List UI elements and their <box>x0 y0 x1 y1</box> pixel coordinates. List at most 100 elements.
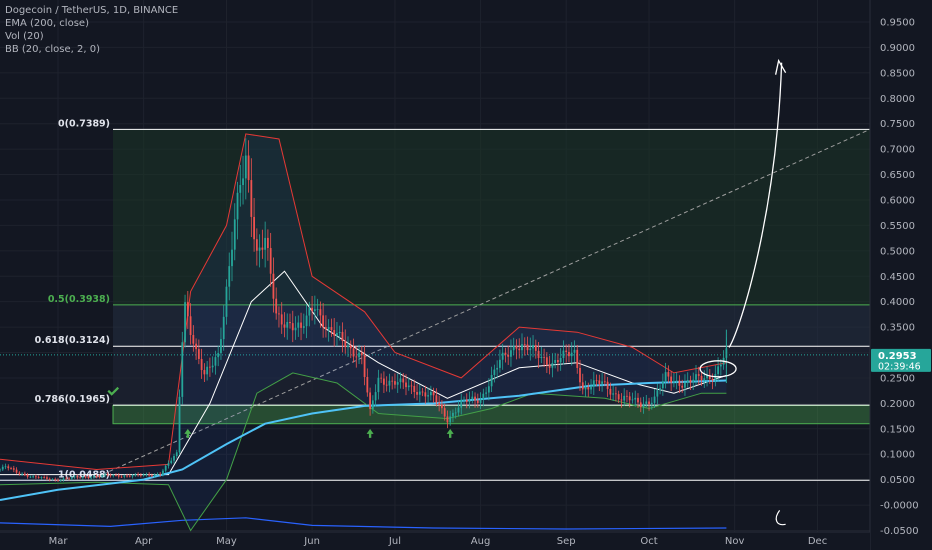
candle[interactable] <box>325 327 327 330</box>
candle[interactable] <box>565 350 568 352</box>
candle[interactable] <box>416 391 418 395</box>
candle[interactable] <box>311 307 313 311</box>
candle[interactable] <box>126 475 128 477</box>
candle[interactable] <box>474 396 476 401</box>
candle[interactable] <box>305 315 308 327</box>
candle[interactable] <box>418 391 421 395</box>
candle[interactable] <box>407 385 410 388</box>
candle[interactable] <box>231 249 233 267</box>
candle[interactable] <box>90 477 93 479</box>
candle[interactable] <box>490 374 493 387</box>
candle[interactable] <box>507 354 510 357</box>
candle[interactable] <box>639 402 642 407</box>
candle[interactable] <box>76 476 79 478</box>
candle[interactable] <box>93 476 95 478</box>
candle[interactable] <box>446 416 449 423</box>
candle[interactable] <box>521 344 523 351</box>
candle[interactable] <box>70 477 73 479</box>
candle[interactable] <box>700 375 703 381</box>
candle[interactable] <box>360 352 363 356</box>
candle[interactable] <box>468 399 471 402</box>
candle[interactable] <box>358 352 360 358</box>
candle[interactable] <box>32 476 35 478</box>
candle[interactable] <box>532 345 534 349</box>
candle[interactable] <box>112 474 115 476</box>
candle[interactable] <box>217 353 220 358</box>
candle[interactable] <box>316 309 319 311</box>
candle[interactable] <box>344 340 347 348</box>
candle[interactable] <box>681 385 684 388</box>
candle[interactable] <box>385 384 388 386</box>
candle[interactable] <box>645 401 648 404</box>
candle[interactable] <box>675 380 678 382</box>
candle[interactable] <box>653 396 656 403</box>
time-axis[interactable]: Mar Apr May Jun Jul Aug Sep Oct Nov Dec <box>0 531 870 550</box>
candle[interactable] <box>164 465 167 471</box>
candle[interactable] <box>286 322 289 328</box>
candle[interactable] <box>29 476 32 478</box>
candle[interactable] <box>46 477 48 479</box>
candle[interactable] <box>590 386 592 390</box>
candle[interactable] <box>242 178 244 186</box>
candle[interactable] <box>601 381 603 384</box>
candle[interactable] <box>225 286 228 317</box>
candle[interactable] <box>250 180 253 217</box>
candle[interactable] <box>51 479 54 481</box>
candle[interactable] <box>374 392 377 401</box>
candle[interactable] <box>579 367 581 383</box>
candle[interactable] <box>650 402 653 404</box>
candle[interactable] <box>449 416 452 423</box>
candle[interactable] <box>573 349 576 353</box>
candle[interactable] <box>394 381 396 385</box>
candle[interactable] <box>87 476 90 479</box>
candle[interactable] <box>615 393 617 395</box>
candle[interactable] <box>562 350 565 358</box>
candle[interactable] <box>366 376 369 393</box>
candle[interactable] <box>410 385 413 387</box>
candle[interactable] <box>504 352 507 355</box>
candle[interactable] <box>352 348 355 357</box>
candle[interactable] <box>35 476 37 478</box>
candle[interactable] <box>220 339 222 354</box>
candle[interactable] <box>399 378 402 383</box>
candle[interactable] <box>170 460 173 464</box>
candle[interactable] <box>383 378 385 385</box>
candle[interactable] <box>21 473 23 475</box>
candle[interactable] <box>153 474 156 476</box>
candle[interactable] <box>10 468 12 469</box>
candle[interactable] <box>347 345 349 348</box>
candle[interactable] <box>302 326 305 328</box>
candle[interactable] <box>717 366 719 375</box>
candle[interactable] <box>23 473 26 476</box>
candle[interactable] <box>1 466 4 470</box>
candle[interactable] <box>181 342 184 397</box>
candle[interactable] <box>551 362 554 368</box>
candle[interactable] <box>267 237 269 249</box>
candle[interactable] <box>405 382 407 388</box>
candle[interactable] <box>711 379 714 381</box>
candle[interactable] <box>294 327 297 331</box>
candle[interactable] <box>330 327 333 331</box>
candle[interactable] <box>336 332 338 336</box>
candle[interactable] <box>432 391 435 396</box>
candle[interactable] <box>214 357 217 366</box>
candle[interactable] <box>452 412 454 417</box>
candle[interactable] <box>518 348 521 351</box>
candle[interactable] <box>275 298 278 314</box>
candle[interactable] <box>186 302 189 317</box>
candle[interactable] <box>84 476 87 478</box>
candle[interactable] <box>628 396 631 401</box>
candle[interactable] <box>151 475 153 477</box>
candle[interactable] <box>427 395 429 397</box>
candle[interactable] <box>280 314 283 325</box>
candle[interactable] <box>692 379 695 383</box>
candle[interactable] <box>648 401 650 404</box>
candle[interactable] <box>523 344 526 345</box>
candle[interactable] <box>581 382 584 390</box>
candle[interactable] <box>441 404 443 409</box>
candle[interactable] <box>209 366 211 368</box>
candle[interactable] <box>272 273 275 299</box>
candle[interactable] <box>664 372 667 382</box>
candle[interactable] <box>617 394 620 400</box>
